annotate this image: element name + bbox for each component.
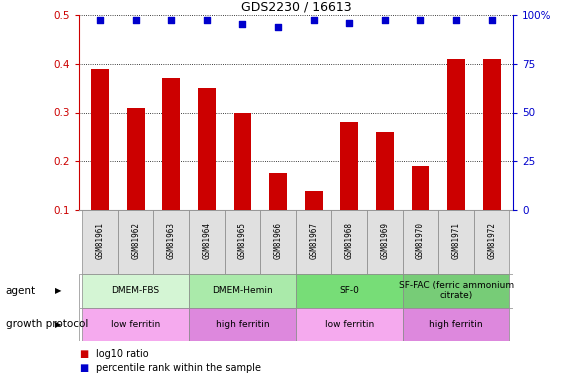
Text: high ferritin: high ferritin	[429, 320, 483, 329]
Text: DMEM-Hemin: DMEM-Hemin	[212, 286, 273, 295]
Point	[487, 17, 496, 23]
Bar	[483, 59, 501, 210]
Bar	[118, 210, 153, 274]
Bar	[269, 173, 287, 210]
Text: GSM81968: GSM81968	[345, 222, 354, 259]
Point	[309, 17, 318, 23]
Bar	[91, 69, 109, 210]
Bar	[234, 112, 251, 210]
Point	[202, 17, 212, 23]
Bar	[82, 308, 189, 341]
Text: agent: agent	[6, 286, 36, 296]
Bar	[340, 122, 358, 210]
Text: GSM81972: GSM81972	[487, 222, 496, 259]
Text: low ferritin: low ferritin	[325, 320, 374, 329]
Bar	[474, 210, 510, 274]
Point	[96, 17, 105, 23]
Text: GSM81964: GSM81964	[202, 222, 212, 259]
Bar	[189, 210, 224, 274]
Title: GDS2230 / 16613: GDS2230 / 16613	[241, 1, 351, 14]
Bar	[403, 308, 510, 341]
Bar	[376, 132, 394, 210]
Bar	[332, 210, 367, 274]
Text: SF-0: SF-0	[339, 286, 359, 295]
Bar	[305, 190, 322, 210]
Bar	[296, 274, 403, 308]
Point	[416, 17, 425, 23]
Text: GSM81965: GSM81965	[238, 222, 247, 259]
Bar	[260, 210, 296, 274]
Bar	[447, 59, 465, 210]
Point	[238, 21, 247, 27]
Bar	[224, 210, 260, 274]
Bar	[163, 78, 180, 210]
Bar	[82, 274, 189, 308]
Bar	[367, 210, 403, 274]
Text: SF-FAC (ferric ammonium
citrate): SF-FAC (ferric ammonium citrate)	[399, 281, 514, 300]
Text: GSM81967: GSM81967	[309, 222, 318, 259]
Text: GSM81961: GSM81961	[96, 222, 104, 259]
Text: ▶: ▶	[55, 286, 62, 295]
Text: DMEM-FBS: DMEM-FBS	[111, 286, 160, 295]
Text: high ferritin: high ferritin	[216, 320, 269, 329]
Point	[380, 17, 389, 23]
Bar	[127, 108, 145, 210]
Text: percentile rank within the sample: percentile rank within the sample	[96, 363, 261, 373]
Point	[273, 24, 283, 30]
Bar	[403, 210, 438, 274]
Bar	[296, 308, 403, 341]
Point	[451, 17, 461, 23]
Bar	[412, 166, 429, 210]
Text: GSM81966: GSM81966	[273, 222, 283, 259]
Point	[131, 17, 141, 23]
Bar	[438, 210, 474, 274]
Text: log10 ratio: log10 ratio	[96, 350, 149, 359]
Text: growth protocol: growth protocol	[6, 320, 88, 329]
Point	[345, 20, 354, 26]
Bar	[189, 274, 296, 308]
Text: GSM81963: GSM81963	[167, 222, 175, 259]
Bar	[198, 88, 216, 210]
Bar	[82, 210, 118, 274]
Text: GSM81969: GSM81969	[380, 222, 389, 259]
Bar	[296, 210, 332, 274]
Text: GSM81962: GSM81962	[131, 222, 140, 259]
Bar	[153, 210, 189, 274]
Bar	[403, 274, 510, 308]
Bar	[189, 308, 296, 341]
Text: GSM81970: GSM81970	[416, 222, 425, 259]
Point	[167, 17, 176, 23]
Text: ■: ■	[79, 350, 88, 359]
Text: GSM81971: GSM81971	[452, 222, 461, 259]
Text: ▶: ▶	[55, 320, 62, 329]
Text: low ferritin: low ferritin	[111, 320, 160, 329]
Text: ■: ■	[79, 363, 88, 373]
